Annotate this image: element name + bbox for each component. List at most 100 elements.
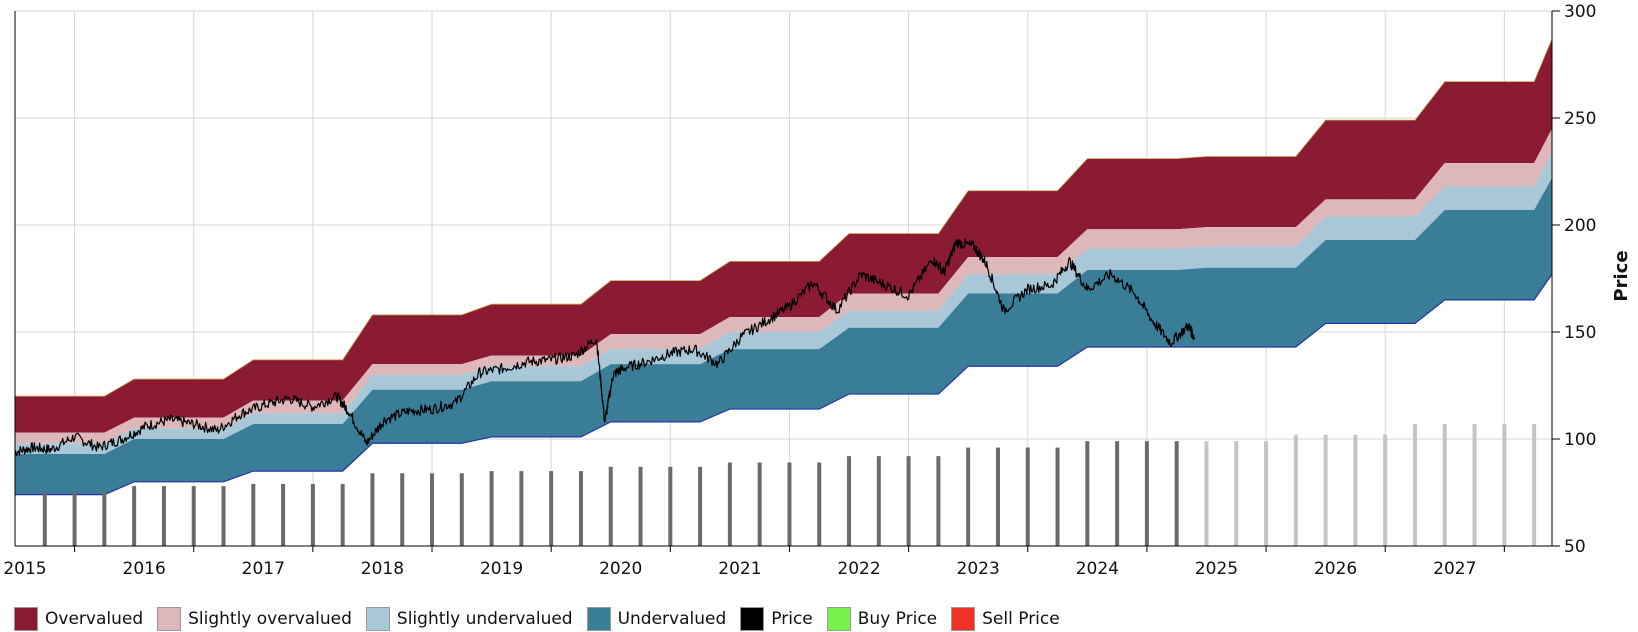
x-tick-label: 2022 — [837, 559, 880, 579]
y-tick-label: 200 — [1564, 216, 1596, 236]
y-tick-label: 250 — [1564, 109, 1596, 129]
legend-item-slightly-undervalued: Slightly undervalued — [365, 607, 573, 631]
fair-value-bar — [42, 492, 47, 546]
band-upper-edge — [15, 38, 1553, 397]
fair-value-bar — [400, 473, 405, 546]
fair-value-bar — [1025, 447, 1030, 546]
x-tick-label: 2016 — [123, 559, 166, 579]
legend-swatch — [14, 607, 38, 631]
fair-value-bar — [102, 492, 107, 546]
legend-label: Buy Price — [857, 609, 938, 629]
legend-label: Undervalued — [617, 609, 727, 629]
legend-item-undervalued: Undervalued — [586, 607, 727, 631]
valuation-chart: 50 100 150 200 250 300 2015 2016 2017 2018 2019 202… — [3, 2, 1632, 579]
legend-item-sell-price: Sell Price — [951, 607, 1060, 631]
x-tick-label: 2018 — [361, 559, 404, 579]
legend: Overvalued Slightly overvalued Slightly un… — [14, 606, 1060, 632]
y-tick-label: 50 — [1564, 537, 1586, 557]
fair-value-bar — [787, 462, 792, 546]
axes: 50 100 150 200 250 300 2015 2016 2017 2018 2019 202… — [3, 2, 1596, 579]
fair-value-bar — [578, 471, 583, 546]
x-tick-label: 2015 — [3, 559, 46, 579]
legend-label: Slightly overvalued — [188, 609, 352, 629]
band-lower-edge — [15, 273, 1553, 496]
fair-value-bar — [340, 483, 345, 546]
x-tick-label: 2026 — [1314, 559, 1357, 579]
fair-value-bars — [42, 424, 1537, 546]
y-tick-label: 100 — [1564, 430, 1596, 450]
price-line — [14, 238, 1196, 457]
fair-value-bar — [310, 483, 315, 546]
x-tick-label: 2027 — [1433, 559, 1476, 579]
fair-value-bar — [608, 466, 613, 546]
x-tick-label: 2021 — [718, 559, 761, 579]
legend-item-price: Price — [740, 607, 813, 631]
legend-swatch — [365, 607, 390, 631]
x-tick-label: 2020 — [599, 559, 642, 579]
fair-value-bar — [1115, 441, 1120, 546]
legend-item-overvalued: Overvalued — [14, 607, 143, 631]
fair-value-bar — [1293, 434, 1298, 546]
y-tick-label: 150 — [1564, 323, 1596, 343]
fair-value-bar — [281, 483, 286, 546]
fair-value-bar — [1502, 424, 1507, 546]
fair-value-bar — [1412, 424, 1417, 546]
band-slightly-overvalued — [15, 128, 1552, 444]
fair-value-bar — [1472, 424, 1477, 546]
fair-value-bar — [191, 486, 196, 546]
fair-value-bar — [132, 486, 137, 546]
legend-item-buy-price: Buy Price — [826, 607, 938, 631]
fair-value-bar — [1383, 434, 1388, 546]
legend-item-slightly-overvalued: Slightly overvalued — [157, 607, 352, 631]
legend-label: Slightly undervalued — [396, 609, 573, 629]
fair-value-bar — [1085, 441, 1090, 546]
fair-value-bar — [72, 492, 77, 546]
legend-swatch — [586, 607, 611, 631]
legend-label: Price — [771, 609, 813, 629]
fair-value-bar — [1442, 424, 1447, 546]
fair-value-bar — [1532, 424, 1537, 546]
fair-value-bar — [1204, 441, 1209, 546]
y-axis-title: Price — [1611, 250, 1632, 301]
legend-swatch — [157, 607, 182, 631]
fair-value-bar — [1264, 441, 1269, 546]
fair-value-bar — [161, 486, 166, 546]
fair-value-bar — [370, 473, 375, 546]
price-series — [14, 238, 1196, 457]
fair-value-bar — [757, 462, 762, 546]
legend-label: Sell Price — [982, 609, 1060, 629]
fair-value-bar — [876, 456, 881, 546]
fair-value-bar — [668, 466, 673, 546]
x-tick-label: 2024 — [1076, 559, 1119, 579]
legend-swatch — [951, 607, 976, 631]
fair-value-bar — [638, 466, 643, 546]
fair-value-bar — [549, 471, 554, 546]
x-tick-label: 2017 — [242, 559, 285, 579]
fair-value-bar — [1174, 441, 1179, 546]
x-tick-label: 2023 — [957, 559, 1000, 579]
fair-value-bar — [936, 456, 941, 546]
fair-value-bar — [519, 471, 524, 546]
legend-swatch — [826, 607, 851, 631]
fair-value-bar — [489, 471, 494, 546]
fair-value-bar — [251, 483, 256, 546]
fair-value-bar — [459, 473, 464, 546]
fair-value-bar — [817, 462, 822, 546]
legend-label: Overvalued — [45, 609, 144, 629]
fair-value-bar — [1323, 434, 1328, 546]
fair-value-bar — [727, 462, 732, 546]
band-slightly-undervalued — [15, 152, 1552, 454]
y-tick-label: 300 — [1564, 2, 1596, 22]
fair-value-bar — [1144, 441, 1149, 546]
fair-value-bar — [906, 456, 911, 546]
band-overvalued — [15, 38, 1552, 433]
legend-swatch — [740, 607, 765, 631]
x-tick-label: 2019 — [480, 559, 523, 579]
fair-value-bar — [966, 447, 971, 546]
fair-value-bar — [430, 473, 435, 546]
fair-value-bar — [1234, 441, 1239, 546]
fair-value-bar — [221, 486, 226, 546]
fair-value-bar — [1353, 434, 1358, 546]
x-tick-label: 2025 — [1195, 559, 1238, 579]
fair-value-bar — [1055, 447, 1060, 546]
